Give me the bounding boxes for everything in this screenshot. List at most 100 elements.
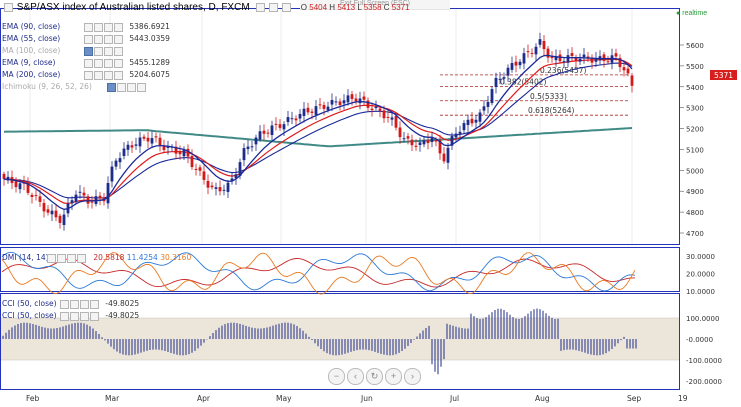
eye-icon[interactable] <box>94 22 103 32</box>
candle-body <box>582 54 586 58</box>
move-icon[interactable] <box>114 70 123 80</box>
candle-body <box>238 162 242 176</box>
delete-icon[interactable] <box>104 70 113 80</box>
eye-icon[interactable] <box>94 70 103 80</box>
candle-body <box>410 139 414 146</box>
move-icon[interactable] <box>77 253 86 263</box>
candle-body <box>366 100 370 108</box>
move-icon[interactable] <box>137 82 146 92</box>
delete-icon[interactable] <box>104 34 113 44</box>
x-label-may: May <box>276 394 292 403</box>
pin-icon[interactable] <box>269 2 279 12</box>
candle-body <box>346 95 350 103</box>
move-icon[interactable] <box>114 46 123 56</box>
delete-icon[interactable] <box>80 299 89 309</box>
candle-body <box>2 173 6 180</box>
zoom-in-button[interactable]: + <box>385 368 402 385</box>
eye-icon[interactable] <box>94 34 103 44</box>
reset-button[interactable]: ↻ <box>366 368 383 385</box>
candle-body <box>158 137 162 146</box>
cci-histogram <box>2 308 637 375</box>
collapse-icon[interactable] <box>4 2 13 12</box>
settings-icon[interactable] <box>117 82 126 92</box>
price-axis: 5600 5500 5400 5300 5200 5100 5000 4900 4800 4700 <box>680 42 704 238</box>
candle-body <box>146 137 150 142</box>
candle-body <box>198 167 202 171</box>
legend-ema90: EMA (90, close) 5386.6921 <box>2 22 170 32</box>
scroll-left-button[interactable]: ‹ <box>347 368 364 385</box>
zoom-out-button[interactable]: − <box>328 368 345 385</box>
candle-body <box>306 107 310 113</box>
eye-icon[interactable] <box>94 58 103 68</box>
candle-body <box>178 151 182 155</box>
candle-body <box>430 138 434 143</box>
move-icon[interactable] <box>114 22 123 32</box>
current-price-tag <box>710 70 737 80</box>
move-icon[interactable] <box>114 58 123 68</box>
legend-ema55: EMA (55, close) 5443.0359 <box>2 34 170 44</box>
close-icon[interactable] <box>282 2 292 12</box>
delete-icon[interactable] <box>104 46 113 56</box>
candle-body <box>566 55 570 63</box>
delete-icon[interactable] <box>127 82 136 92</box>
move-icon[interactable] <box>90 299 99 309</box>
eye-icon[interactable] <box>57 253 66 263</box>
eye-icon[interactable] <box>107 82 116 92</box>
scroll-right-button[interactable]: › <box>404 368 421 385</box>
settings-icon[interactable] <box>47 253 56 263</box>
candle-body <box>206 180 210 188</box>
eye-icon[interactable] <box>84 46 93 56</box>
dmi-tick-label: 30.0000 <box>686 253 715 261</box>
chart-title: S&P/ASX index of Australian listed share… <box>16 2 250 13</box>
candle-body <box>210 185 214 188</box>
candle-body <box>390 117 394 120</box>
candle-body <box>406 136 410 139</box>
delete-icon[interactable] <box>80 311 89 321</box>
move-icon[interactable] <box>114 34 123 44</box>
price-tick-label: 5200 <box>686 126 704 134</box>
candle-body <box>290 118 294 120</box>
exit-fullscreen-button[interactable]: Exit Full Screen (ESC) <box>300 0 450 10</box>
x-label-feb: Feb <box>26 394 40 403</box>
settings-icon[interactable] <box>256 2 266 12</box>
eye-icon[interactable] <box>70 299 79 309</box>
candle-body <box>110 166 114 182</box>
candle-body <box>438 139 442 154</box>
x-label-jun: Jun <box>360 394 373 403</box>
candle-body <box>402 138 406 140</box>
price-tick-label: 4800 <box>686 209 704 217</box>
price-tick-label: 5300 <box>686 105 704 113</box>
settings-icon[interactable] <box>84 34 93 44</box>
x-label-apr: Apr <box>197 394 211 403</box>
candle-body <box>594 58 598 62</box>
ma200-line <box>3 127 633 148</box>
candle-body <box>342 100 346 104</box>
candle-body <box>378 108 382 111</box>
move-icon[interactable] <box>90 311 99 321</box>
fibonacci-levels: 0.236(5457) 0.382(5402) 0.5(5333) 0.618(526… <box>440 66 628 116</box>
dmi-series <box>1 251 636 292</box>
settings-icon[interactable] <box>60 311 69 321</box>
settings-icon[interactable] <box>84 58 93 68</box>
settings-icon[interactable] <box>60 299 69 309</box>
delete-icon[interactable] <box>104 58 113 68</box>
candle-body <box>194 168 198 170</box>
delete-icon[interactable] <box>104 22 113 32</box>
settings-icon[interactable] <box>84 22 93 32</box>
candle-body <box>362 96 366 100</box>
ema9-path <box>3 54 633 210</box>
candle-body <box>546 48 550 58</box>
eye-icon[interactable] <box>70 311 79 321</box>
candle-body <box>242 148 246 161</box>
candle-body <box>314 106 318 115</box>
candle-body <box>542 40 546 50</box>
current-price-label: 5371 <box>714 71 733 80</box>
settings-icon[interactable] <box>94 46 103 56</box>
candle-body <box>370 108 374 111</box>
dmi-value-2: 11.4254 <box>126 253 158 262</box>
delete-icon[interactable] <box>67 253 76 263</box>
candle-body <box>614 53 618 57</box>
settings-icon[interactable] <box>84 70 93 80</box>
candle-body <box>34 195 38 197</box>
